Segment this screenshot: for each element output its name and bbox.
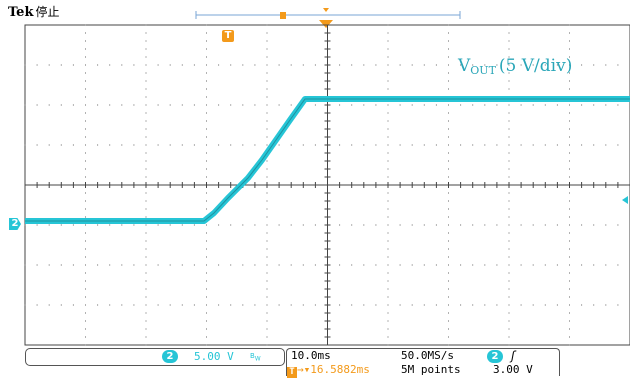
bw-limit-icon: BW [250,352,261,363]
brand-header: Tek 停止 [8,3,59,20]
horizontal-trigger-status-panel[interactable]: 10.0ms 50.0MS/s 2 ʃ T →▾16.5882ms 5M poin… [286,348,560,378]
sample-rate: 50.0MS/s [401,349,454,362]
trigger-source-badge[interactable]: 2 [487,350,503,363]
record-length: 5M points [401,363,461,376]
run-state: 停止 [35,5,60,19]
vertical-status-panel[interactable]: 2 5.00 V BW [25,348,285,366]
ch2-waveform-edge [25,98,630,222]
center-axes [24,24,630,346]
ch2-ground-marker[interactable]: 2 [9,218,21,230]
time-per-div[interactable]: 10.0ms [291,349,331,362]
trigger-level[interactable]: 3.00 V [493,363,533,376]
volts-per-div[interactable]: 5.00 V [194,350,234,363]
trigger-level-marker [622,196,628,204]
ch2-badge[interactable]: 2 [162,350,178,363]
trigger-t-marker[interactable]: T [222,30,234,42]
trigger-point-marker [319,20,333,28]
rising-edge-icon[interactable]: ʃ [511,349,516,363]
vout-label: VOUT (5 V/div) [458,56,573,77]
brand-logo: Tek [8,5,34,20]
trigger-t-icon: T [287,367,297,378]
trigger-delay[interactable]: T →▾16.5882ms [287,363,370,378]
record-window-indicator [195,8,461,19]
